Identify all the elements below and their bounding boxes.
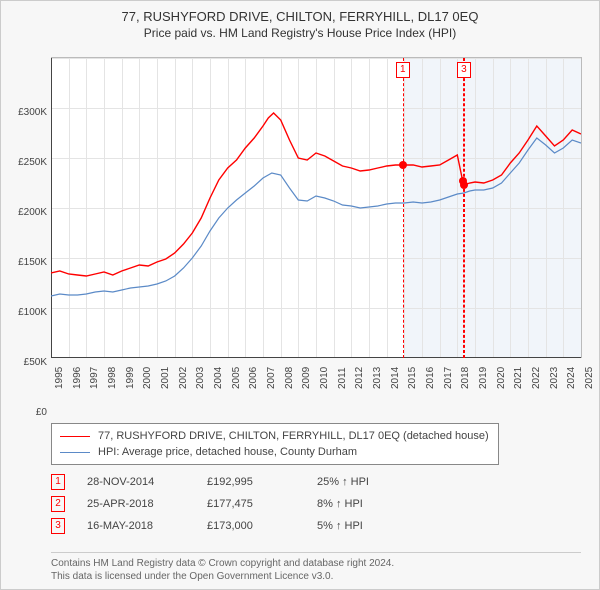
marker-number-icon: 1 bbox=[396, 62, 410, 78]
x-axis-label: 2024 bbox=[566, 367, 577, 389]
x-axis-label: 2000 bbox=[142, 367, 153, 389]
x-axis-label: 2006 bbox=[248, 367, 259, 389]
x-axis-label: 2004 bbox=[213, 367, 224, 389]
x-axis-label: 2014 bbox=[390, 367, 401, 389]
x-axis-label: 2021 bbox=[513, 367, 524, 389]
x-axis-label: 2016 bbox=[425, 367, 436, 389]
x-axis-label: 2015 bbox=[407, 367, 418, 389]
x-axis-label: 2005 bbox=[231, 367, 242, 389]
chart-area: 13 £0£50K£100K£150K£200K£250K£300K199519… bbox=[51, 57, 581, 377]
y-axis-label: £300K bbox=[7, 107, 47, 118]
tx-pct-vs-hpi: 25% ↑ HPI bbox=[317, 476, 377, 488]
marker-dot-icon bbox=[460, 181, 468, 189]
marker-ref-icon: 2 bbox=[51, 496, 65, 512]
series-line-property bbox=[51, 113, 581, 276]
x-axis-label: 1996 bbox=[72, 367, 83, 389]
chart-container: 77, RUSHYFORD DRIVE, CHILTON, FERRYHILL,… bbox=[0, 0, 600, 590]
x-axis-label: 2008 bbox=[284, 367, 295, 389]
x-axis-label: 2018 bbox=[460, 367, 471, 389]
legend-swatch-icon bbox=[60, 436, 90, 437]
x-axis-label: 1995 bbox=[54, 367, 65, 389]
x-axis-label: 2012 bbox=[354, 367, 365, 389]
x-axis-label: 2023 bbox=[549, 367, 560, 389]
x-axis-label: 2025 bbox=[584, 367, 595, 389]
y-axis-label: £200K bbox=[7, 207, 47, 218]
tx-date: 16-MAY-2018 bbox=[87, 520, 207, 532]
legend-swatch-icon bbox=[60, 452, 90, 453]
tx-date: 25-APR-2018 bbox=[87, 498, 207, 510]
x-axis-label: 2001 bbox=[160, 367, 171, 389]
marker-ref-icon: 1 bbox=[51, 474, 65, 490]
chart-title: 77, RUSHYFORD DRIVE, CHILTON, FERRYHILL,… bbox=[1, 1, 599, 24]
x-axis-label: 1998 bbox=[107, 367, 118, 389]
x-axis-label: 2017 bbox=[443, 367, 454, 389]
marker-number-icon: 3 bbox=[457, 62, 471, 78]
x-axis-label: 1999 bbox=[125, 367, 136, 389]
x-axis-label: 2003 bbox=[195, 367, 206, 389]
x-axis-label: 2011 bbox=[337, 367, 348, 389]
footer-line: This data is licensed under the Open Gov… bbox=[51, 570, 581, 583]
tx-date: 28-NOV-2014 bbox=[87, 476, 207, 488]
tx-price: £192,995 bbox=[207, 476, 317, 488]
legend-label: HPI: Average price, detached house, Coun… bbox=[98, 446, 357, 458]
x-axis-label: 2022 bbox=[531, 367, 542, 389]
x-axis-label: 2019 bbox=[478, 367, 489, 389]
legend-item-hpi: HPI: Average price, detached house, Coun… bbox=[60, 444, 490, 460]
marker-ref-icon: 3 bbox=[51, 518, 65, 534]
y-axis-label: £150K bbox=[7, 257, 47, 268]
y-axis-label: £50K bbox=[7, 357, 47, 368]
x-axis-label: 2009 bbox=[301, 367, 312, 389]
plot-region: 13 bbox=[51, 57, 582, 358]
tx-price: £177,475 bbox=[207, 498, 317, 510]
table-row: 1 28-NOV-2014 £192,995 25% ↑ HPI bbox=[51, 471, 377, 493]
transactions-table: 1 28-NOV-2014 £192,995 25% ↑ HPI 2 25-AP… bbox=[51, 471, 377, 537]
footer-attribution: Contains HM Land Registry data © Crown c… bbox=[51, 552, 581, 583]
tx-pct-vs-hpi: 5% ↑ HPI bbox=[317, 520, 377, 532]
chart-subtitle: Price paid vs. HM Land Registry's House … bbox=[1, 24, 599, 46]
x-axis-label: 2013 bbox=[372, 367, 383, 389]
marker-dot-icon bbox=[399, 161, 407, 169]
x-axis-label: 2002 bbox=[178, 367, 189, 389]
footer-line: Contains HM Land Registry data © Crown c… bbox=[51, 557, 581, 570]
table-row: 3 16-MAY-2018 £173,000 5% ↑ HPI bbox=[51, 515, 377, 537]
table-row: 2 25-APR-2018 £177,475 8% ↑ HPI bbox=[51, 493, 377, 515]
tx-pct-vs-hpi: 8% ↑ HPI bbox=[317, 498, 377, 510]
series-line-hpi bbox=[51, 138, 581, 296]
x-axis-label: 1997 bbox=[89, 367, 100, 389]
tx-price: £173,000 bbox=[207, 520, 317, 532]
x-axis-label: 2020 bbox=[496, 367, 507, 389]
legend-label: 77, RUSHYFORD DRIVE, CHILTON, FERRYHILL,… bbox=[98, 430, 489, 442]
legend: 77, RUSHYFORD DRIVE, CHILTON, FERRYHILL,… bbox=[51, 423, 499, 465]
y-axis-label: £100K bbox=[7, 307, 47, 318]
x-axis-label: 2007 bbox=[266, 367, 277, 389]
legend-item-property: 77, RUSHYFORD DRIVE, CHILTON, FERRYHILL,… bbox=[60, 428, 490, 444]
x-axis-label: 2010 bbox=[319, 367, 330, 389]
y-axis-label: £250K bbox=[7, 157, 47, 168]
y-axis-label: £0 bbox=[7, 407, 47, 418]
